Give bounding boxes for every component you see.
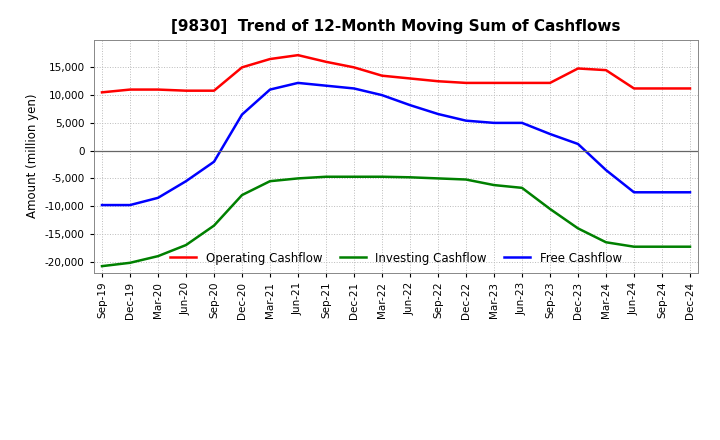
Investing Cashflow [322, 174, 330, 180]
Line: Free Cashflow: Free Cashflow [102, 83, 690, 205]
Free Cashflow [350, 86, 359, 91]
Free Cashflow [98, 202, 107, 208]
Free Cashflow [546, 132, 554, 137]
Investing Cashflow [181, 242, 190, 248]
Operating Cashflow [574, 66, 582, 71]
Investing Cashflow [490, 183, 498, 188]
Investing Cashflow [350, 174, 359, 180]
Free Cashflow [602, 168, 611, 173]
Operating Cashflow [602, 67, 611, 73]
Operating Cashflow [98, 90, 107, 95]
Investing Cashflow [266, 179, 274, 184]
Free Cashflow [574, 141, 582, 147]
Free Cashflow [433, 111, 442, 117]
Operating Cashflow [462, 80, 470, 85]
Free Cashflow [181, 179, 190, 184]
Operating Cashflow [405, 76, 414, 81]
Investing Cashflow [378, 174, 387, 180]
Investing Cashflow [657, 244, 666, 249]
Free Cashflow [210, 159, 218, 165]
Y-axis label: Amount (million yen): Amount (million yen) [26, 94, 39, 218]
Line: Operating Cashflow: Operating Cashflow [102, 55, 690, 92]
Operating Cashflow [490, 80, 498, 85]
Investing Cashflow [518, 185, 526, 191]
Free Cashflow [322, 83, 330, 88]
Investing Cashflow [210, 223, 218, 228]
Investing Cashflow [574, 226, 582, 231]
Investing Cashflow [602, 240, 611, 245]
Free Cashflow [266, 87, 274, 92]
Operating Cashflow [350, 65, 359, 70]
Investing Cashflow [238, 192, 246, 198]
Free Cashflow [630, 190, 639, 195]
Operating Cashflow [518, 80, 526, 85]
Operating Cashflow [153, 87, 162, 92]
Investing Cashflow [546, 206, 554, 212]
Investing Cashflow [126, 260, 135, 265]
Free Cashflow [490, 120, 498, 125]
Title: [9830]  Trend of 12-Month Moving Sum of Cashflows: [9830] Trend of 12-Month Moving Sum of C… [171, 19, 621, 34]
Investing Cashflow [685, 244, 694, 249]
Operating Cashflow [685, 86, 694, 91]
Investing Cashflow [98, 264, 107, 269]
Operating Cashflow [181, 88, 190, 93]
Legend: Operating Cashflow, Investing Cashflow, Free Cashflow: Operating Cashflow, Investing Cashflow, … [166, 247, 626, 269]
Free Cashflow [126, 202, 135, 208]
Operating Cashflow [630, 86, 639, 91]
Operating Cashflow [294, 52, 302, 58]
Investing Cashflow [433, 176, 442, 181]
Operating Cashflow [322, 59, 330, 64]
Free Cashflow [685, 190, 694, 195]
Investing Cashflow [462, 177, 470, 182]
Operating Cashflow [266, 56, 274, 62]
Investing Cashflow [405, 175, 414, 180]
Free Cashflow [238, 112, 246, 117]
Operating Cashflow [546, 80, 554, 85]
Free Cashflow [153, 195, 162, 201]
Free Cashflow [405, 103, 414, 108]
Free Cashflow [518, 120, 526, 125]
Operating Cashflow [126, 87, 135, 92]
Operating Cashflow [210, 88, 218, 93]
Operating Cashflow [378, 73, 387, 78]
Free Cashflow [462, 118, 470, 123]
Operating Cashflow [657, 86, 666, 91]
Line: Investing Cashflow: Investing Cashflow [102, 177, 690, 266]
Free Cashflow [657, 190, 666, 195]
Investing Cashflow [294, 176, 302, 181]
Operating Cashflow [433, 79, 442, 84]
Free Cashflow [378, 92, 387, 98]
Investing Cashflow [153, 253, 162, 259]
Free Cashflow [294, 80, 302, 85]
Operating Cashflow [238, 65, 246, 70]
Investing Cashflow [630, 244, 639, 249]
